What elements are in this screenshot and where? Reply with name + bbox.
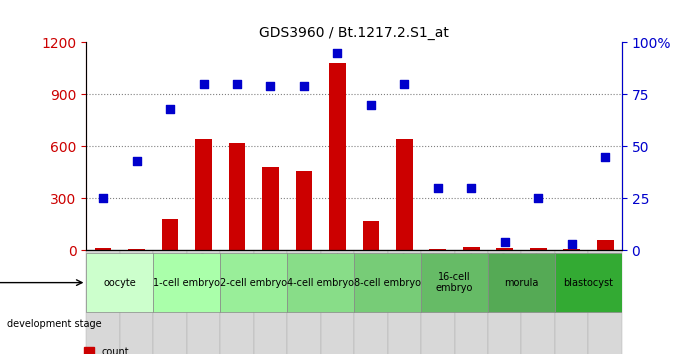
Text: blastocyst: blastocyst — [563, 278, 614, 287]
Text: 16-cell
embryo: 16-cell embryo — [436, 272, 473, 293]
FancyBboxPatch shape — [488, 253, 555, 312]
Point — [600, 154, 611, 160]
FancyBboxPatch shape — [555, 253, 622, 312]
Bar — [597, 240, 614, 250]
FancyBboxPatch shape — [254, 250, 287, 354]
Point — [299, 83, 310, 89]
Text: 4-cell embryo: 4-cell embryo — [287, 278, 354, 287]
Text: oocyte: oocyte — [104, 278, 136, 287]
Title: GDS3960 / Bt.1217.2.S1_at: GDS3960 / Bt.1217.2.S1_at — [259, 26, 449, 40]
FancyBboxPatch shape — [589, 250, 622, 354]
Point — [164, 106, 176, 112]
FancyBboxPatch shape — [120, 250, 153, 354]
FancyBboxPatch shape — [522, 250, 555, 354]
Bar — [463, 247, 480, 250]
Point — [399, 81, 410, 87]
Text: 2-cell embryo: 2-cell embryo — [220, 278, 287, 287]
FancyBboxPatch shape — [488, 250, 522, 354]
Point — [332, 50, 343, 56]
Bar — [162, 219, 178, 250]
Point — [566, 241, 577, 247]
FancyBboxPatch shape — [354, 250, 388, 354]
Bar — [563, 249, 580, 250]
FancyBboxPatch shape — [421, 253, 488, 312]
FancyBboxPatch shape — [321, 250, 354, 354]
FancyBboxPatch shape — [220, 250, 254, 354]
Text: 8-cell embryo: 8-cell embryo — [354, 278, 421, 287]
Point — [131, 158, 142, 164]
Point — [433, 185, 444, 191]
FancyBboxPatch shape — [153, 253, 220, 312]
Bar — [396, 139, 413, 250]
FancyBboxPatch shape — [555, 250, 589, 354]
FancyBboxPatch shape — [187, 250, 220, 354]
Point — [97, 195, 108, 201]
FancyBboxPatch shape — [86, 250, 120, 354]
Point — [466, 185, 477, 191]
Bar — [296, 171, 312, 250]
Text: 1-cell embryo: 1-cell embryo — [153, 278, 220, 287]
FancyBboxPatch shape — [287, 253, 354, 312]
FancyBboxPatch shape — [388, 250, 421, 354]
FancyBboxPatch shape — [421, 250, 455, 354]
Bar — [129, 249, 145, 250]
Bar — [262, 167, 279, 250]
Text: development stage: development stage — [7, 319, 102, 329]
FancyBboxPatch shape — [153, 250, 187, 354]
Text: morula: morula — [504, 278, 539, 287]
FancyBboxPatch shape — [455, 250, 488, 354]
Legend: count, percentile rank within the sample: count, percentile rank within the sample — [81, 343, 271, 354]
Point — [499, 239, 510, 245]
Point — [533, 195, 544, 201]
FancyBboxPatch shape — [287, 250, 321, 354]
FancyBboxPatch shape — [86, 253, 153, 312]
FancyBboxPatch shape — [220, 253, 287, 312]
Point — [366, 102, 377, 108]
Bar — [229, 143, 245, 250]
Point — [265, 83, 276, 89]
Bar — [195, 139, 212, 250]
Point — [231, 81, 243, 87]
Bar — [95, 249, 111, 250]
Bar — [496, 249, 513, 250]
Point — [198, 81, 209, 87]
Bar — [429, 249, 446, 250]
Bar — [530, 249, 547, 250]
Bar — [329, 63, 346, 250]
Bar — [363, 221, 379, 250]
FancyBboxPatch shape — [354, 253, 421, 312]
